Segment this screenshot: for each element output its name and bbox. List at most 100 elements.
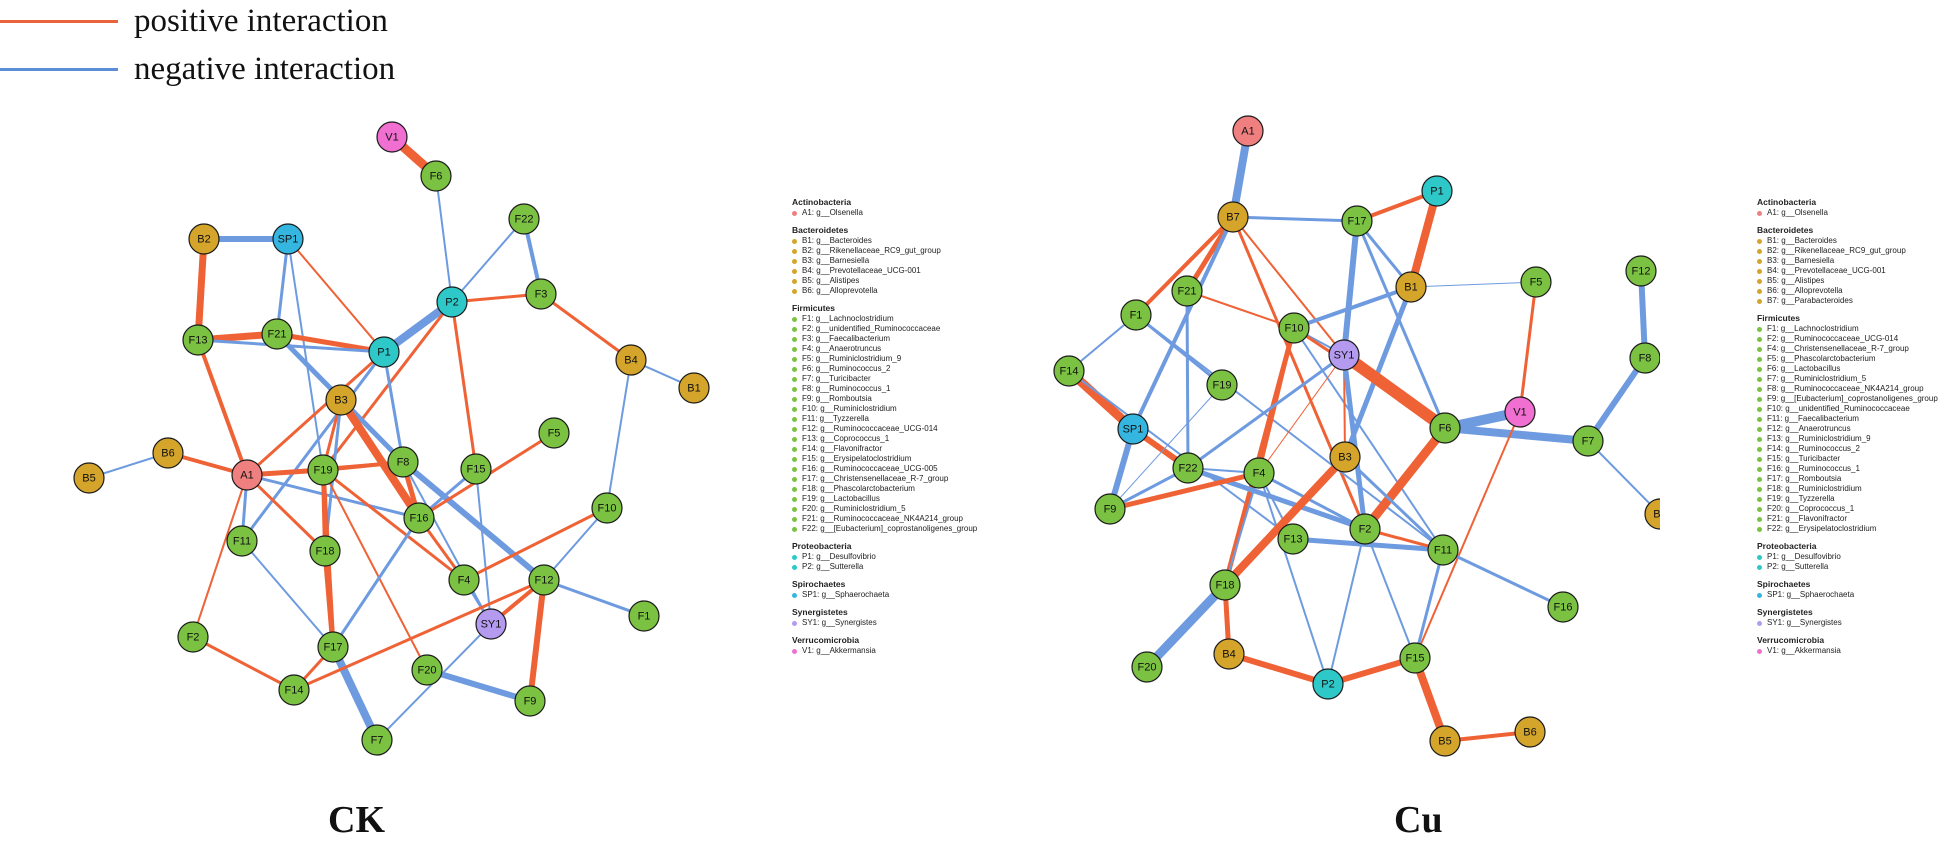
phylum-color-dot (792, 210, 797, 216)
negative-edge-F12-F1 (543, 578, 645, 618)
node-circle (177, 621, 209, 653)
node-B3: B3 (1329, 441, 1361, 473)
node-circle (538, 417, 570, 449)
node-F4: F4 (448, 564, 480, 596)
node-label: F7 (371, 735, 384, 747)
node-B5: B5 (73, 462, 105, 494)
taxa-group: Proteobacteria P1: g__Desulfovibrio P2: g_… (1757, 541, 1938, 572)
positive-edge-P1-B1 (1407, 189, 1441, 289)
taxa-label: B1: g__Bacteroides (1767, 236, 1837, 245)
taxa-group: Firmicutes F1: g__Lachnoclostridium F2: g_… (792, 303, 977, 534)
taxa-item: B5: g__Alistipes (792, 276, 977, 286)
negative-edge-F22-P2 (451, 218, 525, 303)
taxa-item: F17: g__Christensenellaceae_R-7_group (792, 474, 977, 484)
taxa-label: F12: g__Anaerotruncus (1767, 424, 1851, 433)
phylum-color-dot (792, 486, 797, 492)
taxa-item: F7: g__Turicibacter (792, 374, 977, 384)
negative-edge-F17-F7 (329, 645, 381, 742)
node-label: F22 (1179, 463, 1198, 475)
taxa-label: F5: g__Ruminiclostridium_9 (802, 354, 902, 363)
node-F19: F19 (1206, 369, 1238, 401)
taxa-item: F13: g__Coprococcus_1 (792, 434, 977, 444)
taxa-label: F21: g__Flavonifractor (1767, 514, 1848, 523)
taxa-label: F21: g__Ruminococcaceae_NK4A214_group (802, 514, 963, 523)
phylum-color-dot (792, 456, 797, 462)
node-F7: F7 (361, 724, 393, 756)
negative-edge-SP1-F21 (275, 238, 290, 335)
negative-edge-F8-F7 (1585, 356, 1648, 443)
taxa-label: F18: g__Ruminiclostridium (1767, 484, 1862, 493)
node-F21: F21 (261, 318, 293, 350)
taxa-label: F8: g__Ruminococcus_1 (802, 384, 891, 393)
node-label: F19 (1213, 380, 1232, 392)
node-P2: P2 (436, 286, 468, 318)
taxa-label: F2: g__Ruminococcaceae_UCG-014 (1767, 334, 1899, 343)
taxa-group: Verrucomicrobia V1: g__Akkermansia (792, 635, 977, 656)
node-label: SY1 (481, 619, 502, 631)
node-F7: F7 (1572, 425, 1604, 457)
phylum-color-dot (792, 346, 797, 352)
node-F19: F19 (307, 454, 339, 486)
taxa-item: F1: g__Lachnoclostridium (792, 314, 977, 324)
taxa-item: F3: g__Faecalibacterium (792, 334, 977, 344)
node-F20: F20 (411, 654, 443, 686)
phylum-color-dot (792, 278, 797, 284)
negative-edge-F1-F11 (1135, 314, 1444, 551)
node-circle (188, 223, 220, 255)
node-label: F7 (1582, 436, 1595, 448)
negative-edge-F16-F17 (331, 517, 421, 648)
phylum-color-dot (1757, 366, 1762, 372)
node-circle (1341, 205, 1373, 237)
node-F10: F10 (1278, 312, 1310, 344)
legend-positive-label: positive interaction (134, 2, 388, 39)
taxa-item: F6: g__Ruminococcus_2 (792, 364, 977, 374)
ck-network-panel: V1 F6 B2 SP1 F22 P2 F3 F13 F21 P1 B4 B1 B3 B6 A1 F19 F8 F… (0, 0, 780, 842)
phylum-heading: Spirochaetes (1757, 579, 1811, 589)
taxa-group: Synergistetes SY1: g__Synergistes (792, 607, 977, 628)
taxa-label: P1: g__Desulfovibrio (1767, 552, 1841, 561)
node-circle (361, 724, 393, 756)
taxa-group: Proteobacteria P1: g__Desulfovibrio P2: g_… (792, 541, 977, 572)
node-SP1: SP1 (272, 223, 304, 255)
positive-edge-F21-F10 (1186, 290, 1295, 329)
node-F13: F13 (1277, 523, 1309, 555)
taxa-item: F14: g__Flavonifractor (792, 444, 977, 454)
node-circle (1520, 266, 1552, 298)
node-circle (1171, 275, 1203, 307)
node-F8: F8 (1629, 342, 1660, 374)
node-circle (1277, 523, 1309, 555)
taxa-item: B2: g__Rikenellaceae_RC9_gut_group (1757, 246, 1938, 256)
node-SY1: SY1 (1328, 339, 1360, 371)
positive-edge-P2-F15 (450, 301, 478, 470)
phylum-color-dot (792, 526, 797, 532)
node-label: F6 (430, 171, 443, 183)
node-label: V1 (1513, 407, 1526, 419)
taxa-item: P2: g__Sutterella (792, 562, 977, 572)
negative-edge-B7-SP1 (1131, 216, 1235, 430)
node-circle (678, 372, 710, 404)
taxa-label: P2: g__Sutterella (1767, 562, 1829, 571)
positive-edge-B4-P2 (1228, 651, 1329, 687)
taxa-item: B2: g__Rikenellaceae_RC9_gut_group (792, 246, 977, 256)
node-F1: F1 (628, 600, 660, 632)
taxa-label: A1: g__Olsenella (1767, 208, 1828, 217)
taxa-label: F11: g__Tyzzerella (802, 414, 869, 423)
taxa-label: F22: g__Erysipelatoclostridium (1767, 524, 1877, 533)
node-label: F1 (638, 611, 651, 623)
node-label: B3 (1338, 452, 1351, 464)
phylum-color-dot (1757, 446, 1762, 452)
phylum-color-dot (1757, 506, 1762, 512)
negative-edge-F8-F12 (401, 459, 546, 583)
node-label: F9 (524, 696, 537, 708)
negative-edge-F7-B2 (1587, 440, 1660, 515)
taxa-item: F9: g__[Eubacterium]_coprostanoligenes_g… (1757, 394, 1938, 404)
node-label: F12 (1632, 266, 1651, 278)
taxa-label: F18: g__Phascolarctobacterium (802, 484, 915, 493)
node-B6: B6 (152, 437, 184, 469)
node-circle (1172, 452, 1204, 484)
taxa-item: F22: g__Erysipelatoclostridium (1757, 524, 1938, 534)
node-circle (325, 384, 357, 416)
taxa-item: F2: g__Ruminococcaceae_UCG-014 (1757, 334, 1938, 344)
node-label: F1 (1130, 310, 1143, 322)
taxa-group: Spirochaetes SP1: g__Sphaerochaeta (792, 579, 977, 600)
